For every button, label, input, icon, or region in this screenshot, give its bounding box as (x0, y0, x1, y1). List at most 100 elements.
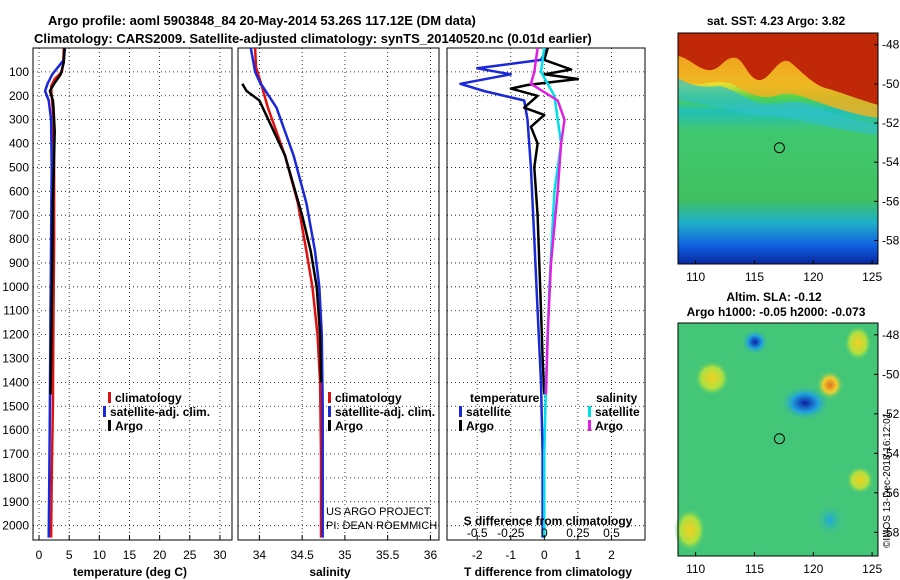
legend-label-argo: Argo (115, 419, 143, 433)
salinity-plot-frame (237, 47, 440, 541)
sla-map-ticks: 110 115 120 125 -48 -50 -52 -54 -56 -58 (686, 328, 900, 576)
series-t-satellite (459, 47, 549, 538)
sla-high-eddy (816, 370, 844, 400)
difference-grid (447, 48, 645, 540)
sst-map-ticks: 110 115 120 125 -48 -50 -52 -54 -56 -58 (686, 38, 900, 284)
sla-field (678, 323, 878, 556)
temperature-lines (43, 47, 67, 538)
x-tick-label: 0 (36, 548, 43, 562)
map-y-tick-label: -48 (882, 38, 900, 52)
imos-credit: ©IMOS 13-Dec-2018 16:12:01 (882, 412, 893, 548)
s-diff-tick-label: -0.5 (467, 526, 488, 540)
legend-label-climatology: climatology (335, 391, 402, 405)
legend-label-t-argo: Argo (466, 419, 494, 433)
map-y-tick-label: -56 (882, 486, 900, 500)
sla-high-eddy-4 (674, 508, 706, 552)
series-t-argo (509, 47, 580, 395)
temperature-legend: climatology satellite-adj. clim. Argo (103, 391, 210, 433)
x-tick-label: 10 (93, 548, 107, 562)
t-diff-tick-label: -1 (505, 548, 516, 562)
x-tick-label: 30 (213, 548, 227, 562)
depth-tick-label: 1100 (3, 304, 29, 318)
temperature-xlabel: temperature (deg C) (73, 565, 187, 579)
sla-map-title: Altim. SLA: -0.12 (726, 290, 822, 304)
x-tick-label: 34 (253, 548, 267, 562)
sst-front-band (678, 56, 878, 118)
legend-label-satellite-adj: satellite-adj. clim. (335, 405, 435, 419)
salinity-grid (238, 48, 439, 540)
credit-pi: PI: DEAN ROEMMICH (326, 520, 437, 532)
depth-tick-label: 200 (9, 89, 29, 103)
legend-swatch-climatology (108, 392, 111, 403)
s-diff-tick-label: 0.25 (566, 526, 590, 540)
sla-low-eddy-3 (814, 502, 846, 538)
series-satellite-adj-clim (43, 47, 67, 538)
sst-map-panel: sat. SST: 4.23 Argo: 3.82 110 115 120 125 -4… (677, 14, 900, 284)
difference-plot-frame (446, 47, 646, 541)
map-x-tick-label: 120 (803, 270, 823, 284)
sla-high-eddy-5 (846, 466, 874, 494)
sst-cyan-band (678, 78, 878, 135)
sst-warm-front (678, 33, 878, 105)
map-y-tick-label: -50 (882, 77, 900, 91)
depth-tick-label: 100 (9, 65, 29, 79)
map-y-tick-label: -52 (882, 116, 900, 130)
s-diff-tick-label: -0.25 (497, 526, 525, 540)
sla-map-panel: Altim. SLA: -0.12 Argo h1000: -0.05 h200… (674, 290, 900, 576)
legend-swatch-t-satellite (459, 406, 462, 417)
map-x-tick-label: 115 (745, 562, 764, 576)
map-x-tick-label: 125 (862, 562, 882, 576)
map-x-tick-label: 115 (745, 270, 764, 284)
t-diff-tick-label: 1 (575, 548, 582, 562)
depth-tick-label: 500 (9, 160, 29, 174)
salinity-legend: climatology satellite-adj. clim. Argo (328, 391, 435, 433)
x-tick-label: 35.5 (376, 548, 400, 562)
figure-title-line1: Argo profile: aoml 5903848_84 20-May-201… (48, 13, 476, 28)
legend-swatch-t-argo (459, 420, 462, 431)
legend-label-t-satellite: satellite (466, 405, 511, 419)
difference-ticks: -2 -1 0 1 2 (472, 535, 615, 562)
map-x-tick-label: 110 (686, 562, 705, 576)
depth-tick-label: 1600 (2, 423, 29, 437)
series-s-argo (529, 47, 566, 395)
depth-tick-label: 600 (9, 184, 29, 198)
legend-label-s-argo: Argo (595, 419, 623, 433)
x-tick-label: 34.5 (290, 548, 314, 562)
argo-float-marker (773, 142, 785, 154)
t-diff-tick-label: 2 (608, 548, 615, 562)
t-diff-tick-label: -2 (472, 548, 483, 562)
legend-swatch-climatology (328, 392, 331, 403)
map-y-tick-label: -54 (882, 155, 900, 169)
salinity-ticks: 34 34.5 35 35.5 36 (253, 535, 437, 562)
depth-tick-label: 800 (9, 232, 29, 246)
difference-lines (459, 47, 580, 538)
figure-title-line2: Climatology: CARS2009. Satellite-adjuste… (34, 31, 592, 46)
depth-tick-label: 900 (9, 256, 29, 270)
x-tick-label: 35 (338, 548, 352, 562)
temperature-panel: 0 5 10 15 20 25 30 100 200 300 400 500 600 700 800 900… (2, 47, 233, 579)
salinity-lines (241, 47, 324, 538)
difference-legend: temperature satellite Argo salinity sate… (459, 391, 640, 433)
map-x-tick-label: 110 (686, 270, 705, 284)
map-y-tick-label: -58 (882, 525, 900, 539)
depth-ticks: 100 200 300 400 500 600 700 800 900 1000 1100 1200 1… (2, 65, 29, 533)
t-difference-xlabel: T difference from climatology (464, 565, 632, 579)
depth-tick-label: 1300 (2, 351, 29, 365)
x-tick-label: 25 (183, 548, 197, 562)
depth-tick-label: 300 (9, 113, 29, 127)
legend-title-temperature: temperature (470, 391, 540, 405)
s-diff-tick-label: 0.5 (603, 526, 620, 540)
sla-map-subtitle: Argo h1000: -0.05 h2000: -0.073 (687, 305, 866, 319)
depth-tick-label: 1700 (2, 447, 29, 461)
depth-tick-label: 2000 (2, 519, 29, 533)
legend-swatch-satellite-adj (103, 406, 106, 417)
sla-high-eddy-3 (694, 360, 730, 396)
series-s-satellite (539, 47, 563, 538)
map-x-tick-label: 125 (862, 270, 882, 284)
legend-label-climatology: climatology (115, 391, 182, 405)
legend-swatch-satellite-adj (328, 406, 331, 417)
sla-high-eddy-2 (844, 325, 872, 361)
salinity-xlabel: salinity (309, 565, 351, 579)
